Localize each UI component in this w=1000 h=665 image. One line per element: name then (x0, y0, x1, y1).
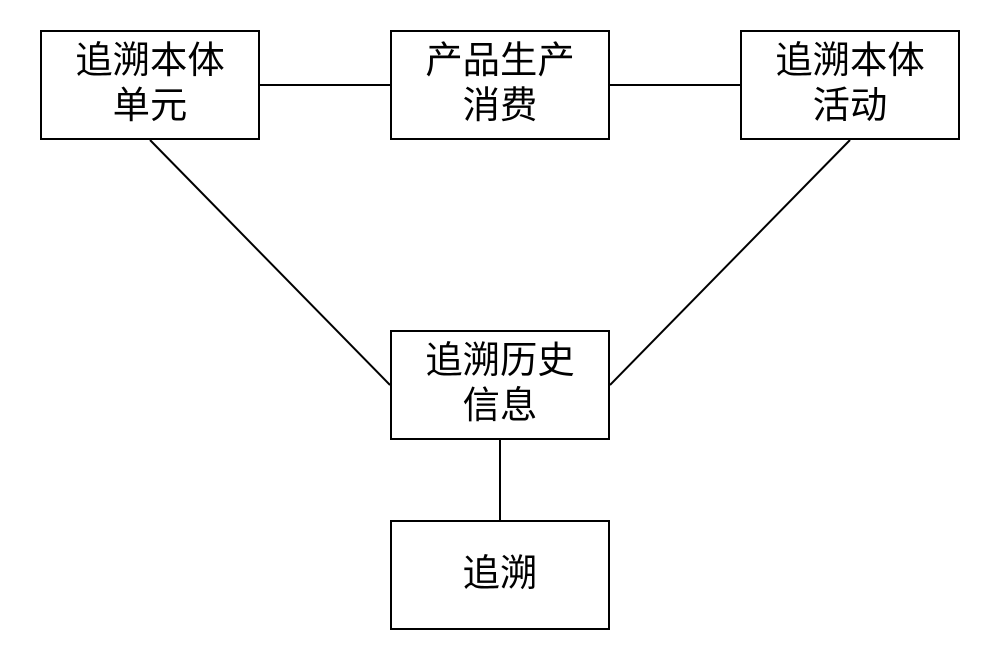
node-n1: 追溯本体 单元 (40, 30, 260, 140)
diagram-canvas: 追溯本体 单元 产品生产 消费 追溯本体 活动追溯历史 信息追溯 (0, 0, 1000, 665)
node-n3: 追溯本体 活动 (740, 30, 960, 140)
node-n2: 产品生产 消费 (390, 30, 610, 140)
node-label: 追溯历史 信息 (425, 340, 574, 430)
node-label: 产品生产 消费 (425, 40, 574, 130)
node-n5: 追溯 (390, 520, 610, 630)
node-label: 追溯本体 活动 (775, 40, 924, 130)
edge-n3-n4 (610, 140, 850, 385)
node-label: 追溯 (463, 553, 538, 598)
node-n4: 追溯历史 信息 (390, 330, 610, 440)
node-label: 追溯本体 单元 (75, 40, 224, 130)
edge-n1-n4 (150, 140, 390, 385)
